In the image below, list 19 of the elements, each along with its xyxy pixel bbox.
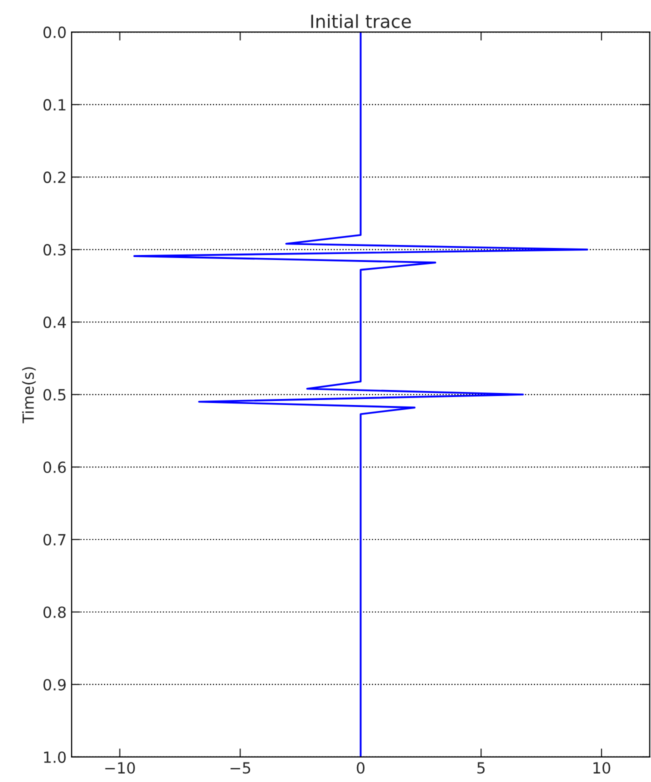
x-tick-label: 0: [356, 762, 364, 774]
y-tick-label: 1.0: [44, 751, 66, 763]
y-tick-label: 0.1: [43, 99, 66, 111]
y-tick-label: 0.6: [43, 461, 66, 474]
y-tick-label: 0.0: [43, 26, 66, 38]
x-tick-label: 10: [593, 762, 610, 774]
line-series: [133, 32, 588, 757]
y-tick-label: 0.2: [43, 172, 66, 184]
y-tick-label: 0.9: [43, 678, 66, 691]
chart-title: Initial trace: [311, 14, 411, 28]
y-tick-label: 0.8: [43, 606, 66, 618]
x-tick-label: −10: [105, 762, 135, 774]
y-tick-label: 0.4: [43, 316, 66, 328]
x-tick-label: −5: [230, 762, 250, 774]
x-tick-label: 5: [477, 762, 485, 774]
y-tick-label: 0.3: [43, 244, 66, 256]
y-axis-title: Time(s): [22, 367, 36, 424]
y-tick-label: 0.5: [43, 388, 66, 401]
y-tick-label: 0.7: [43, 534, 66, 546]
